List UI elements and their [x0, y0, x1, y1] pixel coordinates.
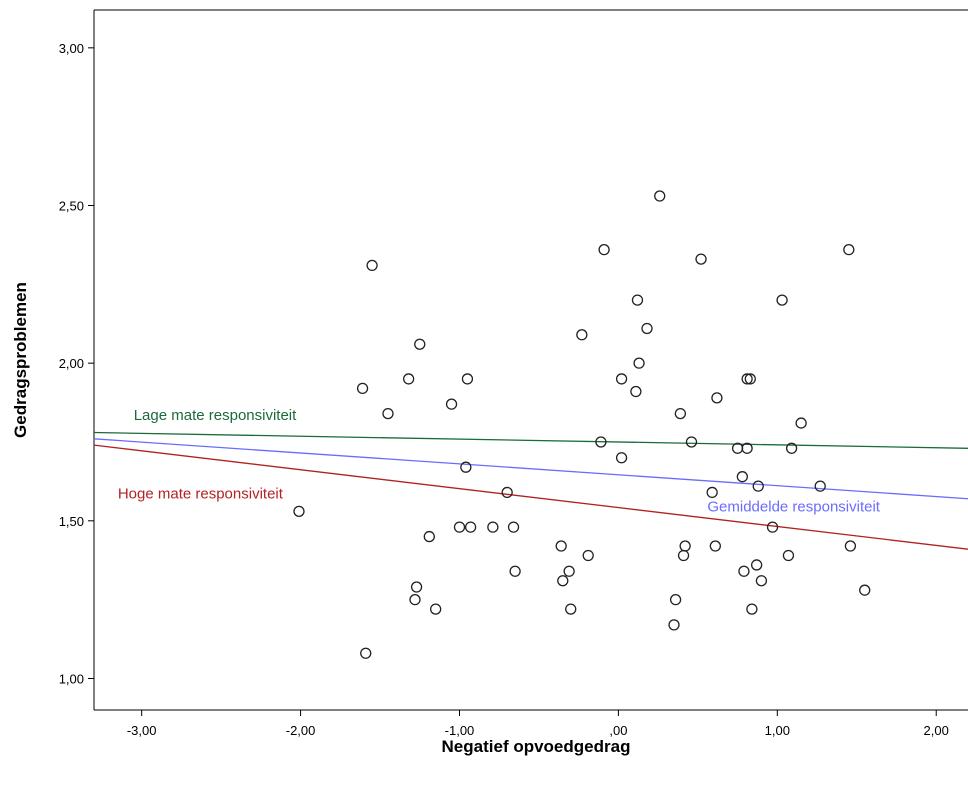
data-point [755, 575, 768, 587]
y-axis-title: Gedragsproblemen [11, 282, 30, 438]
data-point [751, 559, 763, 571]
data-point [738, 565, 750, 577]
data-point [557, 575, 569, 587]
data-point [654, 190, 666, 202]
data-point [695, 253, 707, 265]
data-point [453, 521, 466, 533]
fit-line-label: Gemiddelde responsiviteit [707, 498, 880, 515]
x-tick-label: 2,00 [924, 723, 949, 738]
data-point [674, 407, 687, 420]
fit-line-0 [93, 431, 968, 449]
data-point [360, 647, 372, 659]
data-point [461, 373, 474, 385]
data-point [576, 329, 588, 341]
data-point [555, 540, 567, 552]
data-point [565, 603, 577, 615]
data-point [711, 392, 723, 404]
data-point [615, 373, 628, 385]
x-tick-label: ,00 [609, 723, 627, 738]
data-point [430, 603, 442, 615]
data-point [685, 436, 698, 448]
data-point [709, 540, 721, 552]
fit-line-label: Lage mate responsiviteit [134, 407, 297, 424]
x-tick-label: -3,00 [127, 723, 157, 738]
data-point [382, 407, 394, 420]
data-point [677, 549, 690, 562]
fit-lines [93, 431, 968, 550]
data-point [464, 521, 477, 533]
data-point [669, 593, 682, 606]
data-point [563, 565, 575, 577]
fit-line-2 [93, 444, 968, 550]
fit-line-1 [93, 438, 968, 500]
y-tick-label: 1,50 [59, 514, 84, 529]
plot-frame [93, 9, 968, 711]
data-point [752, 480, 764, 492]
fit-line-labels: Lage mate responsiviteit Hoge mate respon… [118, 407, 881, 515]
data-point [736, 471, 748, 483]
data-point [631, 294, 644, 306]
data-point [414, 338, 426, 350]
y-axis: 1,00 1,50 2,00 2,50 3,00 [59, 41, 94, 686]
data-point [509, 565, 521, 577]
data-point [595, 436, 607, 448]
data-point [356, 382, 369, 395]
x-axis-title: Negatief opvoedgedrag [442, 737, 631, 756]
data-point [402, 373, 415, 385]
data-point [679, 540, 691, 552]
data-point [746, 603, 758, 615]
data-point [741, 373, 753, 385]
data-point [460, 461, 472, 473]
data-point [423, 530, 435, 543]
data-point [366, 259, 378, 272]
x-tick-label: -1,00 [445, 723, 475, 738]
y-tick-label: 1,00 [59, 671, 84, 686]
data-point [844, 540, 857, 552]
x-axis: -3,00 -2,00 -1,00 ,00 1,00 2,00 [127, 710, 949, 738]
data-points [293, 190, 871, 659]
data-point [293, 505, 305, 518]
data-point [641, 322, 653, 335]
data-point [598, 243, 610, 256]
data-point [814, 480, 826, 492]
data-point [795, 417, 807, 429]
fit-line-label: Hoge mate responsiviteit [118, 486, 284, 503]
data-point [741, 442, 753, 454]
y-tick-label: 2,00 [59, 356, 84, 371]
data-point [410, 581, 423, 593]
data-point [782, 549, 795, 562]
data-point [766, 521, 779, 533]
data-point [501, 486, 513, 499]
data-point [409, 593, 421, 606]
data-point [487, 521, 499, 533]
y-tick-label: 2,50 [59, 198, 84, 213]
data-point [859, 584, 871, 596]
data-point [785, 442, 798, 454]
data-point [668, 619, 680, 631]
data-point [776, 294, 788, 306]
data-point [633, 357, 645, 369]
x-tick-label: -2,00 [286, 723, 316, 738]
y-tick-label: 3,00 [59, 41, 84, 56]
data-point [630, 385, 642, 398]
data-point [744, 373, 756, 385]
data-point [507, 521, 520, 533]
x-tick-label: 1,00 [765, 723, 790, 738]
data-point [706, 486, 718, 499]
data-point [731, 442, 744, 454]
data-point [615, 452, 628, 464]
data-point [843, 243, 855, 256]
data-point [445, 398, 458, 410]
data-point [582, 549, 594, 562]
